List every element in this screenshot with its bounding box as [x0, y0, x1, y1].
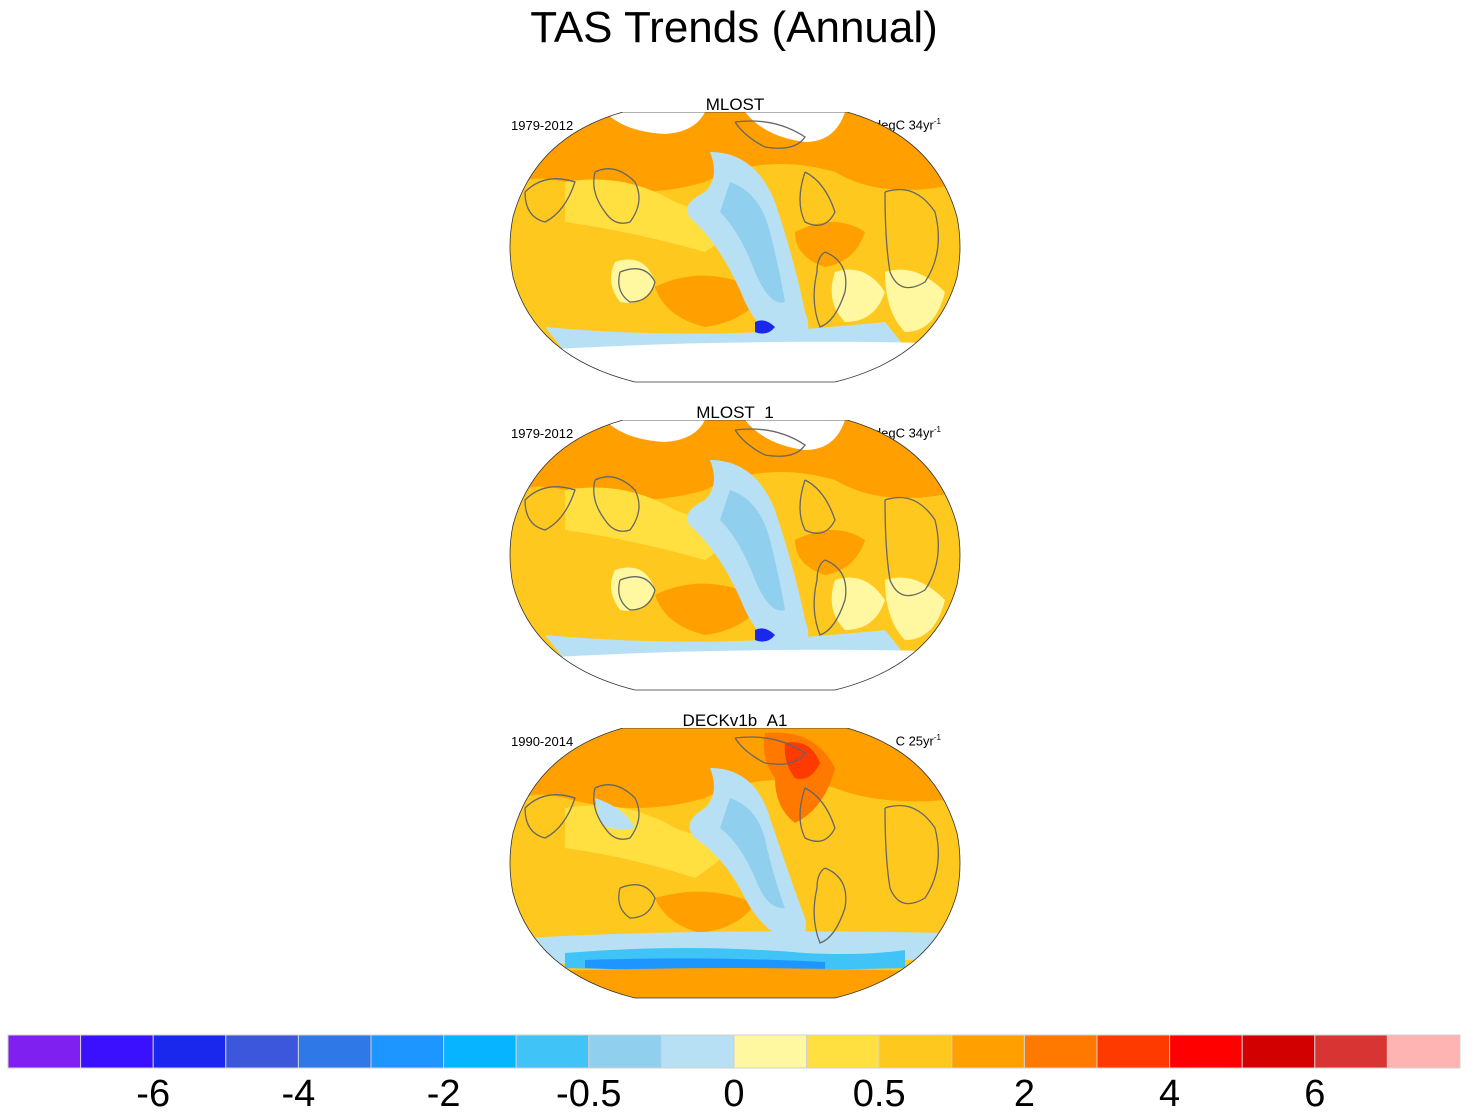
panel-period: 1979-2012	[511, 118, 574, 133]
colorbar-swatch	[7, 1034, 82, 1069]
panel-mlost: MLOST 1979-2012 degC 34yr-1	[505, 92, 965, 392]
colorbar-swatch	[1241, 1034, 1316, 1069]
antarctica-field	[510, 968, 960, 998]
field-blue2-pacific	[720, 182, 785, 303]
colorbar-swatch	[515, 1034, 590, 1069]
coastline	[524, 486, 576, 531]
field-yellowlight-sa	[831, 577, 885, 630]
colorbar-swatch	[1314, 1034, 1388, 1069]
field-blue-indian	[595, 798, 635, 830]
panel-title: MLOST_1	[696, 403, 774, 422]
colorbar-swatch	[297, 1034, 372, 1069]
coastline	[734, 736, 806, 765]
coastline	[593, 168, 640, 224]
field-orange-south-pacific	[655, 583, 765, 635]
panel-title: DECKv1b_A1	[682, 711, 788, 730]
panel-mlost-1: MLOST_1 1979-2012 degC 34yr-1	[505, 400, 965, 700]
colorbar-swatch	[951, 1034, 1025, 1069]
map-outline	[509, 728, 961, 999]
coastline	[813, 867, 847, 944]
field-orange-atlantic	[795, 530, 865, 575]
coastline	[618, 576, 656, 611]
map-outline	[509, 420, 961, 691]
coastline	[799, 479, 836, 534]
colorbar-swatch	[225, 1034, 299, 1069]
field-blue2-pacific	[720, 798, 785, 909]
coastline	[884, 188, 939, 289]
antarctica-nodata	[510, 341, 960, 382]
colorbar-swatch	[878, 1034, 953, 1069]
coastline	[618, 268, 656, 303]
coastline	[618, 884, 656, 919]
colorbar-swatch	[1169, 1034, 1243, 1069]
colorbar-swatch	[1096, 1034, 1171, 1069]
arctic-nodata	[745, 112, 845, 142]
colorbar-swatch	[152, 1034, 227, 1069]
arctic-nodata	[745, 420, 845, 450]
coastline	[813, 251, 847, 328]
panel-units: C 25yr-1	[895, 733, 941, 749]
colorbar-swatch	[660, 1034, 735, 1069]
colorbar-swatch	[80, 1034, 154, 1069]
arctic-nodata-2	[605, 112, 705, 134]
field-deep-blue-spot	[755, 628, 775, 642]
colorbar-swatch	[806, 1034, 880, 1069]
colorbar-swatch	[1386, 1034, 1461, 1069]
antarctica-nodata	[510, 649, 960, 690]
arctic-nodata-2	[605, 420, 705, 442]
field-orange-atlantic	[795, 222, 865, 267]
coastline	[884, 496, 939, 597]
coastline	[884, 804, 939, 905]
figure-title: TAS Trends (Annual)	[530, 3, 938, 52]
field-blue2-pacific	[720, 490, 785, 611]
field-yellowlight-sa	[831, 269, 885, 322]
panel-period: 1990-2014	[511, 734, 574, 749]
field-orange-north	[510, 728, 960, 808]
colorbar-swatch	[733, 1034, 808, 1069]
coastline	[593, 476, 640, 532]
panel-period: 1979-2012	[511, 426, 574, 441]
trend-map	[509, 728, 961, 999]
colorbar-swatch	[1023, 1034, 1098, 1069]
field-blue-southern-3	[585, 958, 825, 972]
colorbar-swatch	[443, 1034, 517, 1069]
coastline	[813, 559, 847, 636]
panel-units: degC 34yr-1	[873, 425, 941, 441]
coastline	[524, 178, 576, 223]
panel-units: degC 34yr-1	[873, 117, 941, 133]
panel-deckv1b-a1: DECKv1b_A1 1990-2014 C 25yr-1	[505, 708, 965, 1008]
field-orange-north	[510, 112, 960, 192]
coastline	[524, 794, 576, 839]
field-orange-south-pacific	[655, 891, 755, 933]
colorbar-swatch	[588, 1034, 662, 1069]
panel-title: MLOST	[705, 95, 765, 114]
field-deep-blue-spot	[755, 320, 775, 334]
coastline	[799, 787, 836, 842]
field-orange-north	[510, 420, 960, 500]
coastline	[799, 171, 836, 226]
colorbar-swatch	[370, 1034, 445, 1069]
coastline	[734, 428, 806, 457]
map-outline	[509, 112, 961, 383]
coastline	[734, 120, 806, 149]
field-orange-south-pacific	[655, 275, 765, 327]
coastline	[593, 784, 640, 840]
trend-map	[509, 112, 961, 383]
trend-map	[509, 420, 961, 691]
field-red-greenland	[784, 742, 820, 779]
